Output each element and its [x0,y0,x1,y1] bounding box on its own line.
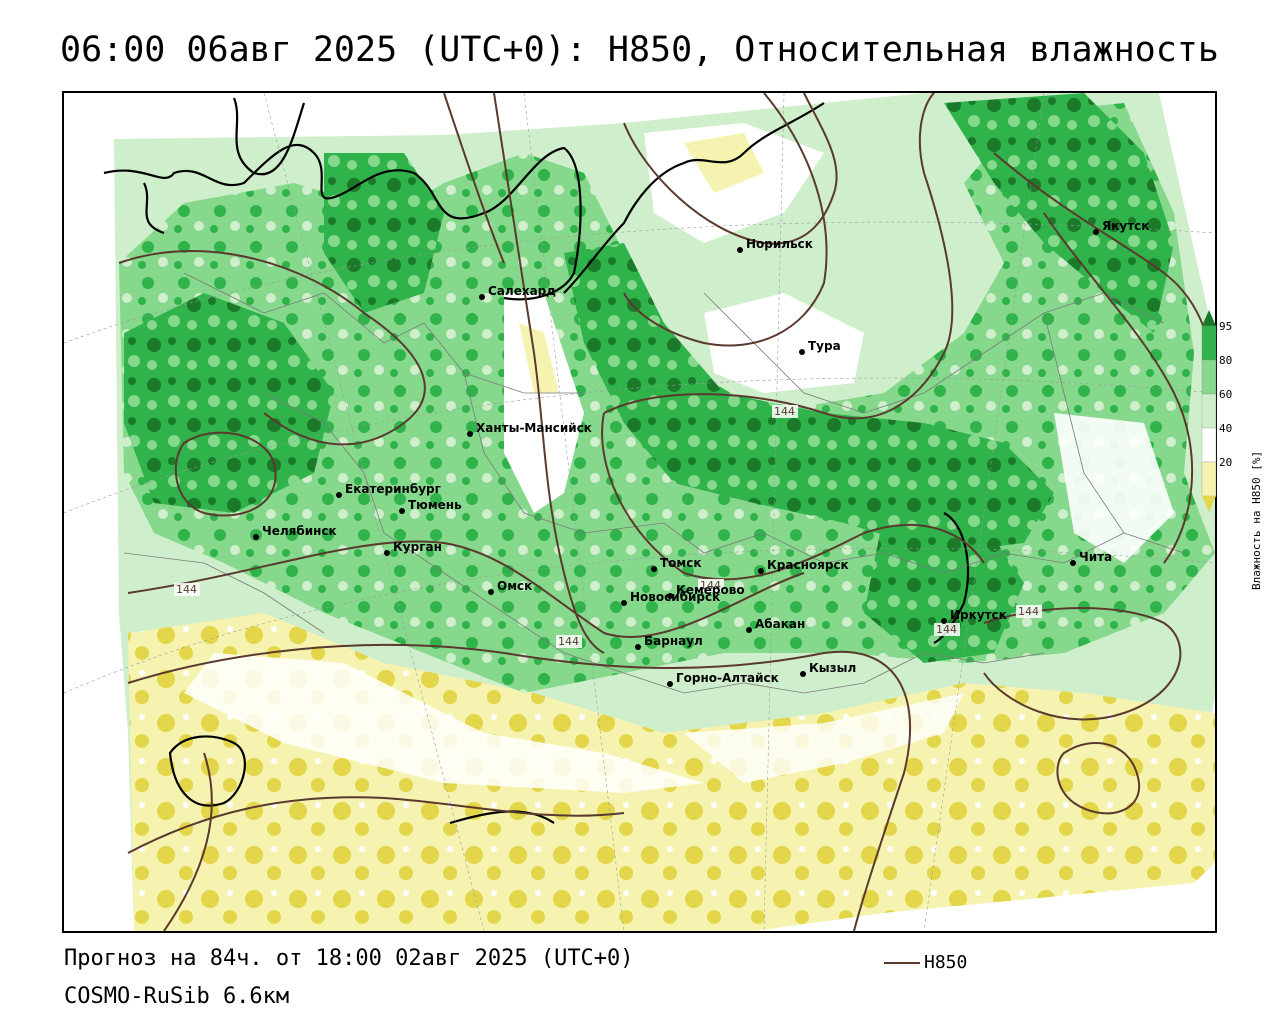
colorbar-tick-label: 40 [1219,422,1232,435]
city-label: Омск [497,579,532,593]
model-name: COSMO-RuSib 6.6км [64,984,290,1009]
city-label: Ханты-Мансийск [476,421,592,435]
contour-label: 144 [774,405,795,418]
city-label: Горно-Алтайск [676,671,779,685]
contour-label: 144 [558,635,579,648]
city-label: Тюмень [408,498,462,512]
city-label: Якутск [1102,219,1149,233]
city-dot [746,627,752,633]
city-dot [384,550,390,556]
city-label: Екатеринбург [345,482,441,496]
city-label: Барнаул [644,634,703,648]
city-dot [758,568,764,574]
wet-band-central [564,243,1054,553]
city-label: Чита [1079,550,1112,564]
colorbar-ticks: 95 80 60 40 20 [1219,320,1232,469]
colorbar-tick-label: 20 [1219,456,1232,469]
city-dot [651,566,657,572]
coastlines [103,97,970,825]
region-boundaries [123,272,1185,694]
city-dot [1070,560,1076,566]
colorbar-swatch [1201,427,1217,463]
colorbar-top-triangle [1202,310,1216,326]
contour-legend-swatch [884,962,920,964]
contour-label: 144 [176,583,197,596]
city-dot [799,349,805,355]
city-label: Челябинск [262,524,337,538]
city-dot [1093,229,1099,235]
map-title: 06:00 06авг 2025 (UTC+0): H850, Относите… [60,30,1219,70]
city-dot [621,600,627,606]
colorbar-tick-label: 95 [1219,320,1232,333]
colorbar: 95 80 60 40 20 Влажность на H850 [%] [1200,300,1270,600]
contour-label: 144 [700,579,721,592]
city-dot [399,508,405,514]
city-dot [635,644,641,650]
city-dot [488,589,494,595]
map-panel: 144 144 144 144 144 144 Норильск Якутск Салехар… [62,91,1217,933]
contour-label: 144 [936,623,957,636]
city-dot [941,618,947,624]
contour-labels: 144 144 144 144 144 144 [174,405,1042,648]
city-dot [467,431,473,437]
city-label: Тура [808,339,841,353]
city-label: Салехард [488,284,556,298]
colorbar-tick-label: 80 [1219,354,1232,367]
city-label: Кемерово [676,583,745,597]
wet-area-baikal [864,513,1024,663]
city-dot [479,294,485,300]
colorbar-swatch [1201,359,1217,395]
colorbar-swatches [1201,310,1217,512]
city-dot [667,593,673,599]
dry-patch-tura [704,293,864,393]
city-label: Иркутск [950,608,1007,622]
contour-legend-label: H850 [924,952,968,973]
city-label: Абакан [755,617,805,631]
contour-label: 144 [1018,605,1039,618]
city-label: Курган [393,540,442,554]
city-dot [253,534,259,540]
city-label: Томск [660,556,702,570]
colorbar-swatch [1201,325,1217,361]
colorbar-bottom-triangle [1202,496,1216,512]
wet-area-yakutia [944,93,1174,333]
colorbar-tick-label: 60 [1219,388,1232,401]
city-label: Красноярск [767,558,849,572]
colorbar-swatch [1201,461,1217,497]
colorbar-swatch [1201,393,1217,429]
city-dot [667,681,673,687]
dry-white-band [184,653,704,793]
city-dot [800,671,806,677]
city-dot [336,492,342,498]
colorbar-title: Влажность на H850 [%] [1250,451,1263,590]
dry-patch-ob [504,293,584,513]
city-label: Новосибирск [630,590,720,604]
wet-area-yamal [324,153,444,313]
contour-legend: H850 [884,952,967,973]
humidity-map: 144 144 144 144 144 144 Норильск Якутск Салехар… [64,93,1215,931]
forecast-info: Прогноз на 84ч. от 18:00 02авг 2025 (UTC… [64,946,634,971]
city-label: Кызыл [809,661,856,675]
city-markers: Норильск Якутск Салехард Тура Ханты-Мансийск… [253,219,1149,687]
city-label: Норильск [746,237,813,251]
city-dot [737,247,743,253]
graticule [64,93,1215,931]
